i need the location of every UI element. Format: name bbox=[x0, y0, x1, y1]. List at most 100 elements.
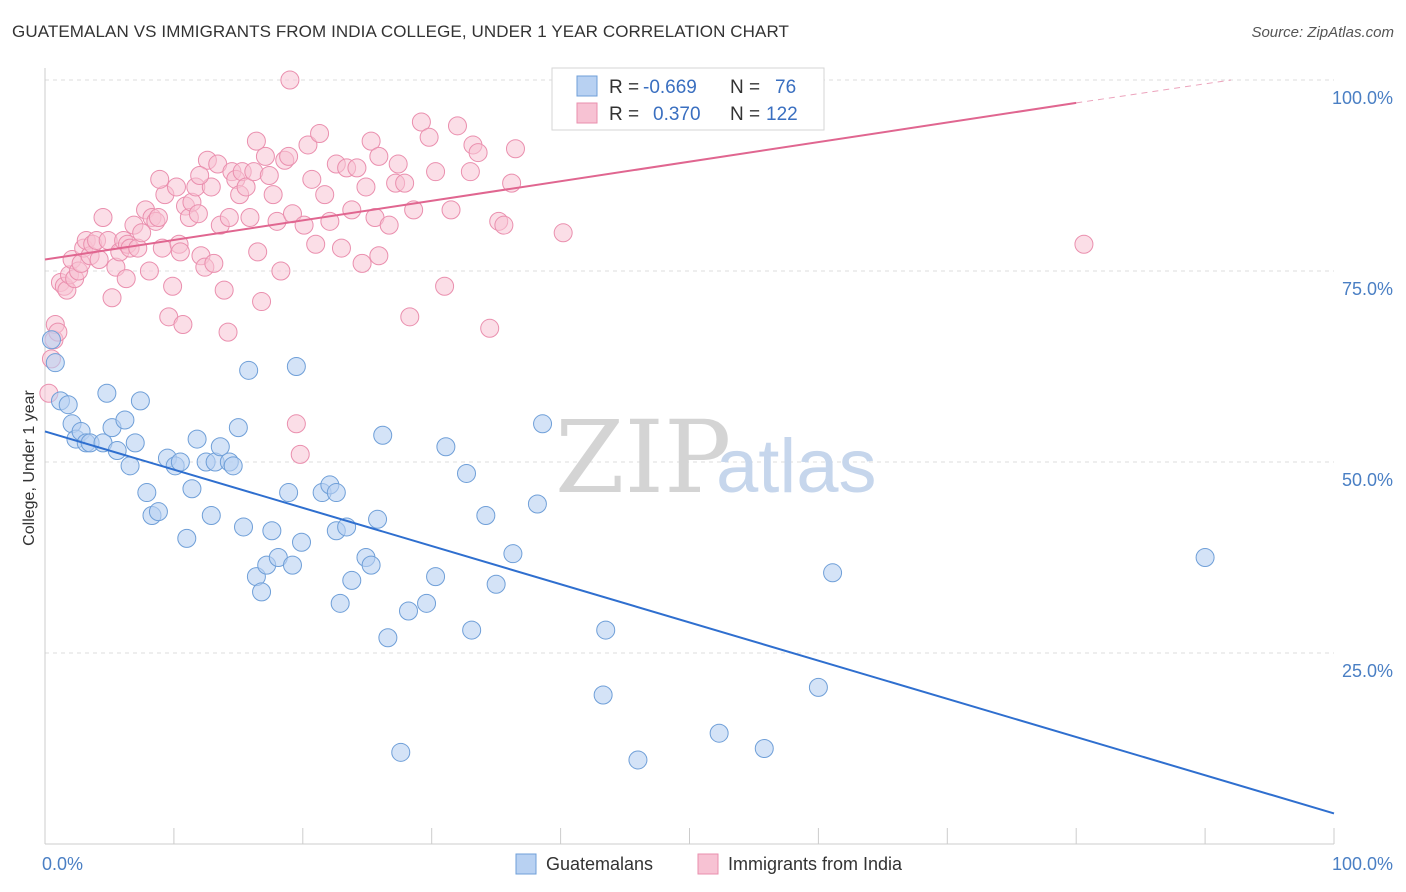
guatemalan-point-42 bbox=[286, 357, 306, 376]
legend-r-label-2: R = bbox=[609, 104, 639, 125]
india-point-78 bbox=[306, 234, 326, 254]
chart-title: GUATEMALAN VS IMMIGRANTS FROM INDIA COLL… bbox=[12, 22, 790, 41]
india-point-116 bbox=[246, 131, 266, 151]
legend-n-label-2: N = bbox=[730, 104, 760, 125]
india-point-80 bbox=[315, 185, 335, 205]
guatemalan-point-68 bbox=[596, 620, 616, 640]
guatemalan-point-10 bbox=[97, 383, 117, 403]
watermark-zip: ZIP bbox=[555, 399, 731, 516]
guatemalan-point-29 bbox=[210, 437, 230, 457]
india-point-39 bbox=[166, 177, 186, 197]
india-point-76 bbox=[298, 135, 318, 155]
grid-lines bbox=[45, 79, 1334, 654]
india-point-86 bbox=[347, 158, 367, 178]
guatemalan-point-65 bbox=[503, 544, 523, 564]
india-point-117 bbox=[369, 246, 389, 266]
india-point-50 bbox=[201, 177, 221, 197]
chart-source: Source: ZipAtlas.com bbox=[1251, 24, 1394, 41]
india-point-74 bbox=[290, 444, 310, 464]
guatemalan-point-34 bbox=[239, 360, 259, 380]
guatemalan-point-53 bbox=[368, 509, 388, 529]
guatemalan-point-73 bbox=[808, 677, 828, 697]
legend-swatch-pink bbox=[576, 102, 598, 124]
guatemalans-trend-line bbox=[44, 430, 1335, 815]
y-tick-label-2: 75.0% bbox=[1342, 279, 1393, 299]
india-point-95 bbox=[400, 307, 420, 327]
india-point-110 bbox=[553, 223, 573, 243]
guatemalan-point-47 bbox=[330, 593, 350, 613]
india-point-41 bbox=[173, 314, 193, 334]
guatemalan-point-58 bbox=[417, 593, 437, 613]
y-tick-labels: 25.0% 50.0% 75.0% 100.0% bbox=[1332, 88, 1393, 681]
india-point-94 bbox=[395, 173, 415, 193]
india-point-96 bbox=[404, 200, 424, 220]
india-point-60 bbox=[236, 177, 256, 197]
india-point-119 bbox=[441, 200, 461, 220]
india-point-113 bbox=[170, 242, 190, 262]
guatemalan-point-59 bbox=[426, 567, 446, 587]
guatemalan-point-75 bbox=[1195, 548, 1215, 567]
legend-r-value-1: -0.669 bbox=[643, 77, 697, 98]
guatemalan-point-33 bbox=[234, 517, 254, 537]
axes bbox=[44, 68, 1335, 845]
guatemalan-point-27 bbox=[201, 505, 221, 525]
guatemalan-point-56 bbox=[391, 742, 411, 762]
legend-n-value-2: 122 bbox=[766, 104, 798, 125]
x-tick-labels: 0.0% 100.0% bbox=[42, 854, 1393, 874]
india-trend-line-extension bbox=[1076, 79, 1231, 104]
guatemalan-point-71 bbox=[709, 723, 729, 743]
series-india-points bbox=[39, 70, 1094, 464]
india-point-85 bbox=[342, 200, 362, 220]
series-guatemalans-points bbox=[41, 330, 1215, 770]
guatemalan-point-22 bbox=[170, 452, 190, 472]
india-point-66 bbox=[259, 166, 279, 185]
india-point-54 bbox=[214, 280, 234, 300]
legend-swatch-blue bbox=[576, 75, 598, 97]
india-point-99 bbox=[426, 162, 446, 182]
guatemalan-point-43 bbox=[292, 532, 312, 552]
guatemalan-point-15 bbox=[125, 433, 145, 453]
guatemalan-point-63 bbox=[476, 505, 496, 525]
india-point-34 bbox=[148, 208, 168, 228]
legend-r-value-2: 0.370 bbox=[653, 104, 701, 125]
india-point-67 bbox=[263, 185, 283, 205]
india-point-21 bbox=[102, 288, 122, 308]
india-point-101 bbox=[447, 116, 467, 136]
guatemalan-point-40 bbox=[279, 483, 299, 503]
india-point-87 bbox=[352, 253, 372, 273]
india-point-83 bbox=[331, 238, 351, 258]
y-tick-label-1: 50.0% bbox=[1342, 470, 1393, 490]
india-point-69 bbox=[271, 261, 291, 281]
bottom-legend-swatch-pink bbox=[697, 853, 719, 875]
india-point-91 bbox=[369, 146, 389, 166]
watermark: ZIP atlas bbox=[555, 399, 877, 516]
guatemalan-point-13 bbox=[115, 410, 135, 430]
y-axis-title: College, Under 1 year bbox=[21, 390, 38, 546]
y-tick-label-0: 25.0% bbox=[1342, 661, 1393, 681]
india-point-97 bbox=[411, 112, 431, 132]
india-point-111 bbox=[280, 70, 300, 90]
india-point-65 bbox=[255, 146, 275, 166]
guatemalan-point-74 bbox=[823, 563, 843, 583]
india-point-19 bbox=[93, 208, 113, 228]
india-point-103 bbox=[468, 143, 488, 163]
india-point-63 bbox=[248, 242, 268, 262]
guatemalan-point-54 bbox=[373, 425, 393, 445]
india-point-77 bbox=[302, 169, 322, 189]
legend-r-label-1: R = bbox=[609, 77, 639, 98]
india-point-114 bbox=[190, 166, 210, 185]
india-point-31 bbox=[139, 261, 159, 281]
india-point-29 bbox=[132, 223, 152, 243]
guatemalan-point-16 bbox=[130, 391, 150, 411]
india-point-121 bbox=[116, 269, 136, 289]
y-tick-label-3: 100.0% bbox=[1332, 88, 1393, 108]
legend-n-value-1: 76 bbox=[775, 77, 796, 98]
bottom-legend: Guatemalans Immigrants from India bbox=[515, 853, 903, 875]
india-point-104 bbox=[460, 162, 480, 182]
india-point-118 bbox=[388, 154, 408, 174]
india-point-115 bbox=[219, 208, 239, 228]
guatemalan-point-67 bbox=[533, 414, 553, 434]
india-point-112 bbox=[1074, 234, 1094, 254]
guatemalan-point-70 bbox=[628, 750, 648, 770]
india-point-105 bbox=[480, 318, 500, 338]
